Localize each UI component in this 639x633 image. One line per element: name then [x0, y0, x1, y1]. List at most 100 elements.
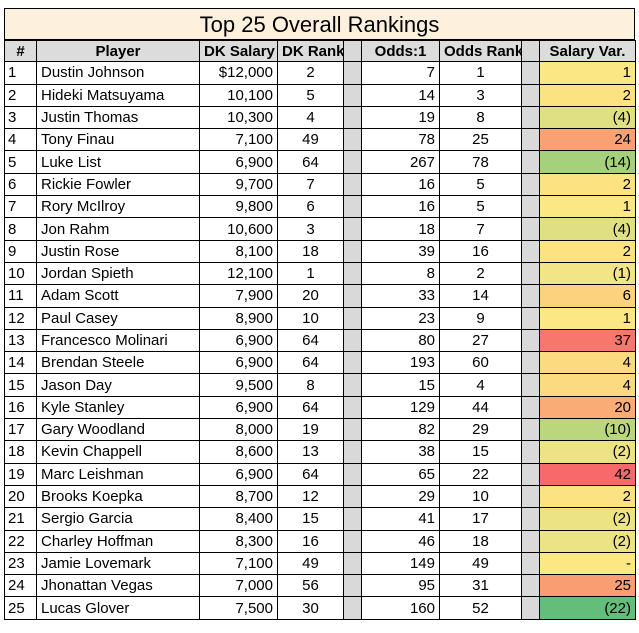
cell-dk-rank[interactable]: 10 — [277, 306, 344, 330]
cell-dk-rank[interactable]: 18 — [277, 239, 344, 263]
cell-odds[interactable]: 29 — [361, 484, 440, 509]
cell-dk-salary[interactable]: 6,900 — [199, 395, 278, 420]
cell-player[interactable]: Jhonattan Vegas — [36, 574, 200, 598]
cell-odds-rank[interactable]: 16 — [439, 239, 522, 263]
cell-rank-number[interactable]: 13 — [4, 328, 37, 353]
cell-odds[interactable]: 38 — [361, 440, 440, 464]
cell-salary-var[interactable]: (2) — [539, 440, 636, 464]
cell-dk-salary[interactable]: 10,100 — [199, 83, 278, 107]
cell-player[interactable]: Brendan Steele — [36, 351, 200, 375]
cell-dk-rank[interactable]: 7 — [277, 172, 344, 197]
cell-dk-salary[interactable]: 8,900 — [199, 306, 278, 330]
cell-odds-rank[interactable]: 17 — [439, 507, 522, 531]
cell-salary-var[interactable]: 20 — [539, 395, 636, 420]
cell-odds-rank[interactable]: 25 — [439, 128, 522, 152]
cell-salary-var[interactable]: 42 — [539, 462, 636, 486]
cell-dk-salary[interactable]: 9,800 — [199, 195, 278, 219]
cell-dk-rank[interactable]: 15 — [277, 507, 344, 531]
cell-rank-number[interactable]: 21 — [4, 507, 37, 531]
cell-odds-rank[interactable]: 52 — [439, 596, 522, 620]
cell-odds[interactable]: 78 — [361, 128, 440, 152]
cell-dk-rank[interactable]: 56 — [277, 574, 344, 598]
cell-player[interactable]: Jon Rahm — [36, 217, 200, 241]
cell-rank-number[interactable]: 20 — [4, 484, 37, 509]
cell-salary-var[interactable]: 6 — [539, 284, 636, 308]
cell-rank-number[interactable]: 4 — [4, 128, 37, 152]
cell-dk-rank[interactable]: 19 — [277, 418, 344, 442]
cell-player[interactable]: Paul Casey — [36, 306, 200, 330]
cell-player[interactable]: Hideki Matsuyama — [36, 83, 200, 107]
cell-player[interactable]: Rory McIlroy — [36, 195, 200, 219]
cell-rank-number[interactable]: 19 — [4, 462, 37, 486]
cell-odds[interactable]: 149 — [361, 551, 440, 576]
cell-rank-number[interactable]: 3 — [4, 105, 37, 130]
cell-odds-rank[interactable]: 18 — [439, 529, 522, 553]
cell-dk-salary[interactable]: 7,500 — [199, 596, 278, 620]
cell-dk-rank[interactable]: 6 — [277, 195, 344, 219]
cell-salary-var[interactable]: 4 — [539, 373, 636, 397]
cell-rank-number[interactable]: 14 — [4, 351, 37, 375]
cell-odds-rank[interactable]: 27 — [439, 328, 522, 353]
cell-dk-salary[interactable]: 7,100 — [199, 551, 278, 576]
cell-player[interactable]: Adam Scott — [36, 284, 200, 308]
cell-odds[interactable]: 193 — [361, 351, 440, 375]
cell-rank-number[interactable]: 16 — [4, 395, 37, 420]
cell-salary-var[interactable]: (2) — [539, 529, 636, 553]
cell-salary-var[interactable]: (4) — [539, 105, 636, 130]
cell-dk-rank[interactable]: 3 — [277, 217, 344, 241]
cell-odds-rank[interactable]: 7 — [439, 217, 522, 241]
cell-odds[interactable]: 46 — [361, 529, 440, 553]
cell-salary-var[interactable]: 2 — [539, 172, 636, 197]
cell-dk-rank[interactable]: 1 — [277, 261, 344, 286]
cell-dk-salary[interactable]: 8,300 — [199, 529, 278, 553]
cell-dk-salary[interactable]: 10,600 — [199, 217, 278, 241]
cell-odds-rank[interactable]: 44 — [439, 395, 522, 420]
cell-odds[interactable]: 80 — [361, 328, 440, 353]
cell-dk-rank[interactable]: 4 — [277, 105, 344, 130]
cell-dk-rank[interactable]: 16 — [277, 529, 344, 553]
cell-player[interactable]: Sergio Garcia — [36, 507, 200, 531]
cell-dk-rank[interactable]: 49 — [277, 128, 344, 152]
cell-dk-rank[interactable]: 2 — [277, 61, 344, 85]
cell-rank-number[interactable]: 17 — [4, 418, 37, 442]
header-salary-var[interactable]: Salary Var. — [539, 39, 636, 63]
cell-rank-number[interactable]: 7 — [4, 195, 37, 219]
cell-dk-rank[interactable]: 49 — [277, 551, 344, 576]
cell-player[interactable]: Justin Thomas — [36, 105, 200, 130]
cell-odds[interactable]: 267 — [361, 150, 440, 174]
cell-odds-rank[interactable]: 49 — [439, 551, 522, 576]
cell-odds[interactable]: 18 — [361, 217, 440, 241]
header-odds[interactable]: Odds:1 — [361, 39, 440, 63]
cell-odds[interactable]: 8 — [361, 261, 440, 286]
cell-player[interactable]: Gary Woodland — [36, 418, 200, 442]
cell-dk-salary[interactable]: 8,100 — [199, 239, 278, 263]
cell-player[interactable]: Jordan Spieth — [36, 261, 200, 286]
cell-odds-rank[interactable]: 4 — [439, 373, 522, 397]
cell-odds-rank[interactable]: 10 — [439, 484, 522, 509]
cell-odds-rank[interactable]: 31 — [439, 574, 522, 598]
cell-dk-salary[interactable]: 12,100 — [199, 261, 278, 286]
cell-player[interactable]: Tony Finau — [36, 128, 200, 152]
cell-salary-var[interactable]: 37 — [539, 328, 636, 353]
cell-dk-salary[interactable]: 7,000 — [199, 574, 278, 598]
cell-rank-number[interactable]: 6 — [4, 172, 37, 197]
cell-odds-rank[interactable]: 5 — [439, 172, 522, 197]
cell-dk-rank[interactable]: 64 — [277, 328, 344, 353]
cell-odds-rank[interactable]: 78 — [439, 150, 522, 174]
cell-odds[interactable]: 41 — [361, 507, 440, 531]
cell-player[interactable]: Jamie Lovemark — [36, 551, 200, 576]
cell-rank-number[interactable]: 25 — [4, 596, 37, 620]
cell-player[interactable]: Lucas Glover — [36, 596, 200, 620]
cell-salary-var[interactable]: (14) — [539, 150, 636, 174]
cell-odds[interactable]: 160 — [361, 596, 440, 620]
cell-player[interactable]: Marc Leishman — [36, 462, 200, 486]
cell-rank-number[interactable]: 1 — [4, 61, 37, 85]
cell-odds-rank[interactable]: 8 — [439, 105, 522, 130]
cell-salary-var[interactable]: (22) — [539, 596, 636, 620]
cell-salary-var[interactable]: (2) — [539, 507, 636, 531]
cell-rank-number[interactable]: 5 — [4, 150, 37, 174]
cell-dk-rank[interactable]: 12 — [277, 484, 344, 509]
cell-dk-salary[interactable]: 8,000 — [199, 418, 278, 442]
cell-odds[interactable]: 15 — [361, 373, 440, 397]
cell-odds-rank[interactable]: 14 — [439, 284, 522, 308]
